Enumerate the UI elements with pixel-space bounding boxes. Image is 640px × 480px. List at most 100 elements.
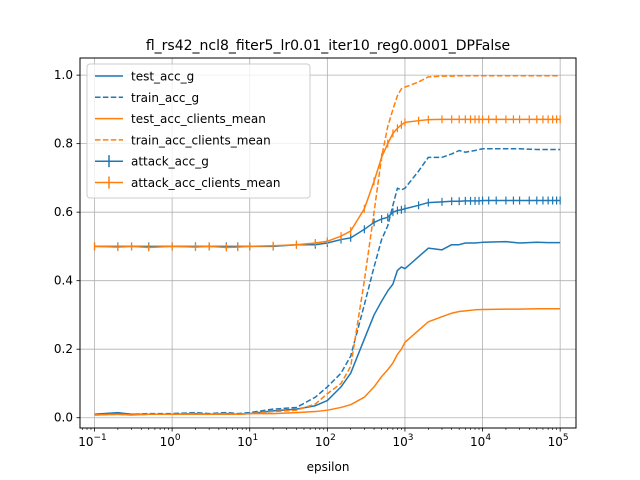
data-point <box>428 321 430 323</box>
data-point <box>364 396 366 398</box>
data-point <box>519 148 521 150</box>
data-point <box>441 157 443 159</box>
data-point <box>458 75 460 77</box>
data-point <box>404 268 406 270</box>
chart-title: fl_rs42_ncl8_fiter5_lr0.01_iter10_reg0.0… <box>146 38 510 54</box>
data-point <box>373 266 375 268</box>
data-point <box>441 316 443 318</box>
data-point <box>296 412 298 414</box>
legend-label-train_acc_g: train_acc_g <box>131 91 199 105</box>
data-point <box>387 225 389 227</box>
data-point <box>482 242 484 244</box>
x-tick-exponent: 1 <box>253 433 259 443</box>
data-point <box>272 413 274 415</box>
y-tick-label: 0.8 <box>54 137 73 151</box>
data-point <box>327 409 329 411</box>
data-point <box>148 413 150 415</box>
series-attack_acc_clients_mean <box>93 115 561 252</box>
data-point <box>536 149 538 151</box>
data-point <box>315 396 317 398</box>
data-point <box>428 76 430 78</box>
data-point <box>547 242 549 244</box>
data-point <box>401 266 403 268</box>
data-point <box>350 355 352 357</box>
data-point <box>315 411 317 413</box>
data-point <box>505 241 507 243</box>
data-point <box>519 242 521 244</box>
data-point <box>458 311 460 313</box>
data-point <box>465 310 467 312</box>
x-tick-exponent: 4 <box>485 433 491 443</box>
data-point <box>272 408 274 410</box>
data-point <box>226 413 228 415</box>
data-point <box>404 86 406 88</box>
data-point <box>364 280 366 282</box>
data-point <box>418 256 420 258</box>
data-point <box>296 407 298 409</box>
data-point <box>364 304 366 306</box>
data-point <box>340 386 342 388</box>
x-tick-exponent: 3 <box>408 433 414 443</box>
y-tick-label: 0.0 <box>54 411 73 425</box>
series-line-attack_acc_clients_mean <box>94 118 561 249</box>
series-line-attack_acc_g <box>94 199 561 248</box>
data-point <box>474 75 476 77</box>
series-layer <box>93 75 561 416</box>
data-point <box>340 383 342 385</box>
data-point <box>195 413 197 415</box>
data-point <box>397 95 399 97</box>
plot-frame <box>79 57 577 429</box>
data-point <box>272 411 274 413</box>
data-point <box>465 75 467 77</box>
x-tick-exponent: 2 <box>330 433 336 443</box>
data-point <box>373 314 375 316</box>
data-point <box>451 312 453 314</box>
data-point <box>547 308 549 310</box>
data-point <box>387 369 389 371</box>
data-point <box>327 393 329 395</box>
data-point <box>249 413 251 415</box>
data-point <box>397 354 399 356</box>
data-point <box>458 244 460 246</box>
data-point <box>315 405 317 407</box>
data-point <box>401 88 403 90</box>
x-tick-exponent: 5 <box>563 433 569 443</box>
data-point <box>559 149 561 151</box>
data-point <box>401 348 403 350</box>
data-point <box>327 386 329 388</box>
data-point <box>474 150 476 152</box>
data-point <box>208 413 210 415</box>
legend-box <box>86 63 311 199</box>
data-point <box>392 283 394 285</box>
data-point <box>350 366 352 368</box>
data-point <box>387 290 389 292</box>
data-point <box>559 75 561 77</box>
data-point <box>418 330 420 332</box>
data-point <box>392 362 394 364</box>
data-point <box>397 270 399 272</box>
data-point <box>451 75 453 77</box>
data-point <box>131 414 133 416</box>
data-point <box>117 413 119 415</box>
data-point <box>547 75 549 77</box>
data-point <box>474 242 476 244</box>
data-point <box>505 75 507 77</box>
data-point <box>327 400 329 402</box>
y-tick-label: 0.6 <box>54 205 73 219</box>
data-point <box>428 157 430 159</box>
data-point <box>296 409 298 411</box>
data-point <box>465 151 467 153</box>
data-point <box>536 242 538 244</box>
data-point <box>451 244 453 246</box>
x-tick-exponent: −1 <box>94 433 107 443</box>
data-point <box>482 309 484 311</box>
y-tick-label: 1.0 <box>54 68 73 82</box>
data-point <box>428 247 430 249</box>
data-point <box>350 372 352 374</box>
legend-label-train_acc_clients_mean: train_acc_clients_mean <box>131 133 271 147</box>
data-point <box>392 205 394 207</box>
data-point <box>373 211 375 213</box>
data-point <box>315 403 317 405</box>
